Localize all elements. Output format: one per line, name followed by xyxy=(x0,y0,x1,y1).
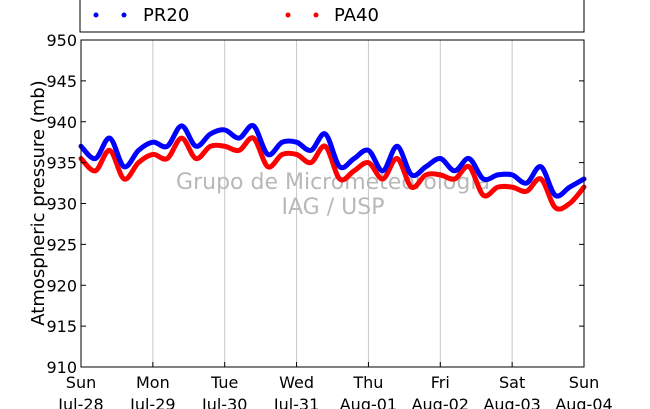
series-line-pa40 xyxy=(78,135,587,212)
legend-label-pr20: PR20 xyxy=(143,5,189,26)
x-tick-label-date: Jul-31 xyxy=(273,395,319,409)
legend-item-pa40: PA40 xyxy=(285,5,379,26)
series-group xyxy=(78,123,587,212)
y-tick-label: 925 xyxy=(46,235,77,254)
x-axis: Sun Jul-28 Mon Jul-29 Tue Jul-30 Wed Jul-31 Thu A… xyxy=(57,362,613,409)
x-tick-label-date: Aug-01 xyxy=(340,395,397,409)
legend-marker-pr20 xyxy=(121,12,127,18)
y-tick-label: 950 xyxy=(46,31,77,50)
y-axis-label: Atmospheric pressure (mb) xyxy=(28,80,49,325)
watermark-line-2: IAG / USP xyxy=(282,195,385,220)
grid-lines xyxy=(152,40,513,367)
x-tick-label-date: Aug-04 xyxy=(555,395,612,409)
x-tick-label-day: Tue xyxy=(210,373,238,392)
x-tick-label-day: Fri xyxy=(431,373,450,392)
y-tick-label: 945 xyxy=(46,72,77,91)
legend-label-pa40: PA40 xyxy=(334,5,379,26)
x-tick-label-day: Sat xyxy=(499,373,525,392)
x-tick-label-day: Mon xyxy=(136,373,170,392)
legend-marker-pa40 xyxy=(285,12,291,18)
y-tick-label: 920 xyxy=(46,276,77,295)
x-tick-label-day: Wed xyxy=(279,373,314,392)
series-line-pr20 xyxy=(78,123,587,199)
x-tick-label-date: Jul-28 xyxy=(57,395,103,409)
legend-item-pr20: PR20 xyxy=(93,5,189,26)
y-tick-label: 910 xyxy=(46,358,77,377)
legend-marker-pr20 xyxy=(93,12,99,18)
x-tick-label-date: Jul-30 xyxy=(201,395,247,409)
legend-marker-pa40 xyxy=(313,12,319,18)
y-axis: 910 915 920 925 930 935 940 945 950 xyxy=(46,31,584,377)
y-tick-label: 940 xyxy=(46,113,77,132)
y-tick-label: 930 xyxy=(46,195,77,214)
x-tick-label-date: Aug-02 xyxy=(412,395,469,409)
x-tick-label-day: Sun xyxy=(569,373,599,392)
y-tick-label: 935 xyxy=(46,154,77,173)
x-tick-label-date: Aug-03 xyxy=(483,395,540,409)
x-tick-label-day: Thu xyxy=(352,373,383,392)
x-tick-label-day: Sun xyxy=(66,373,96,392)
x-tick-label-date: Jul-29 xyxy=(129,395,175,409)
y-tick-label: 915 xyxy=(46,317,77,336)
watermark: Grupo de Micrometeorologia IAG / USP xyxy=(176,170,490,220)
legend: PR20 PA40 xyxy=(79,0,585,33)
legend-frame xyxy=(79,0,585,33)
